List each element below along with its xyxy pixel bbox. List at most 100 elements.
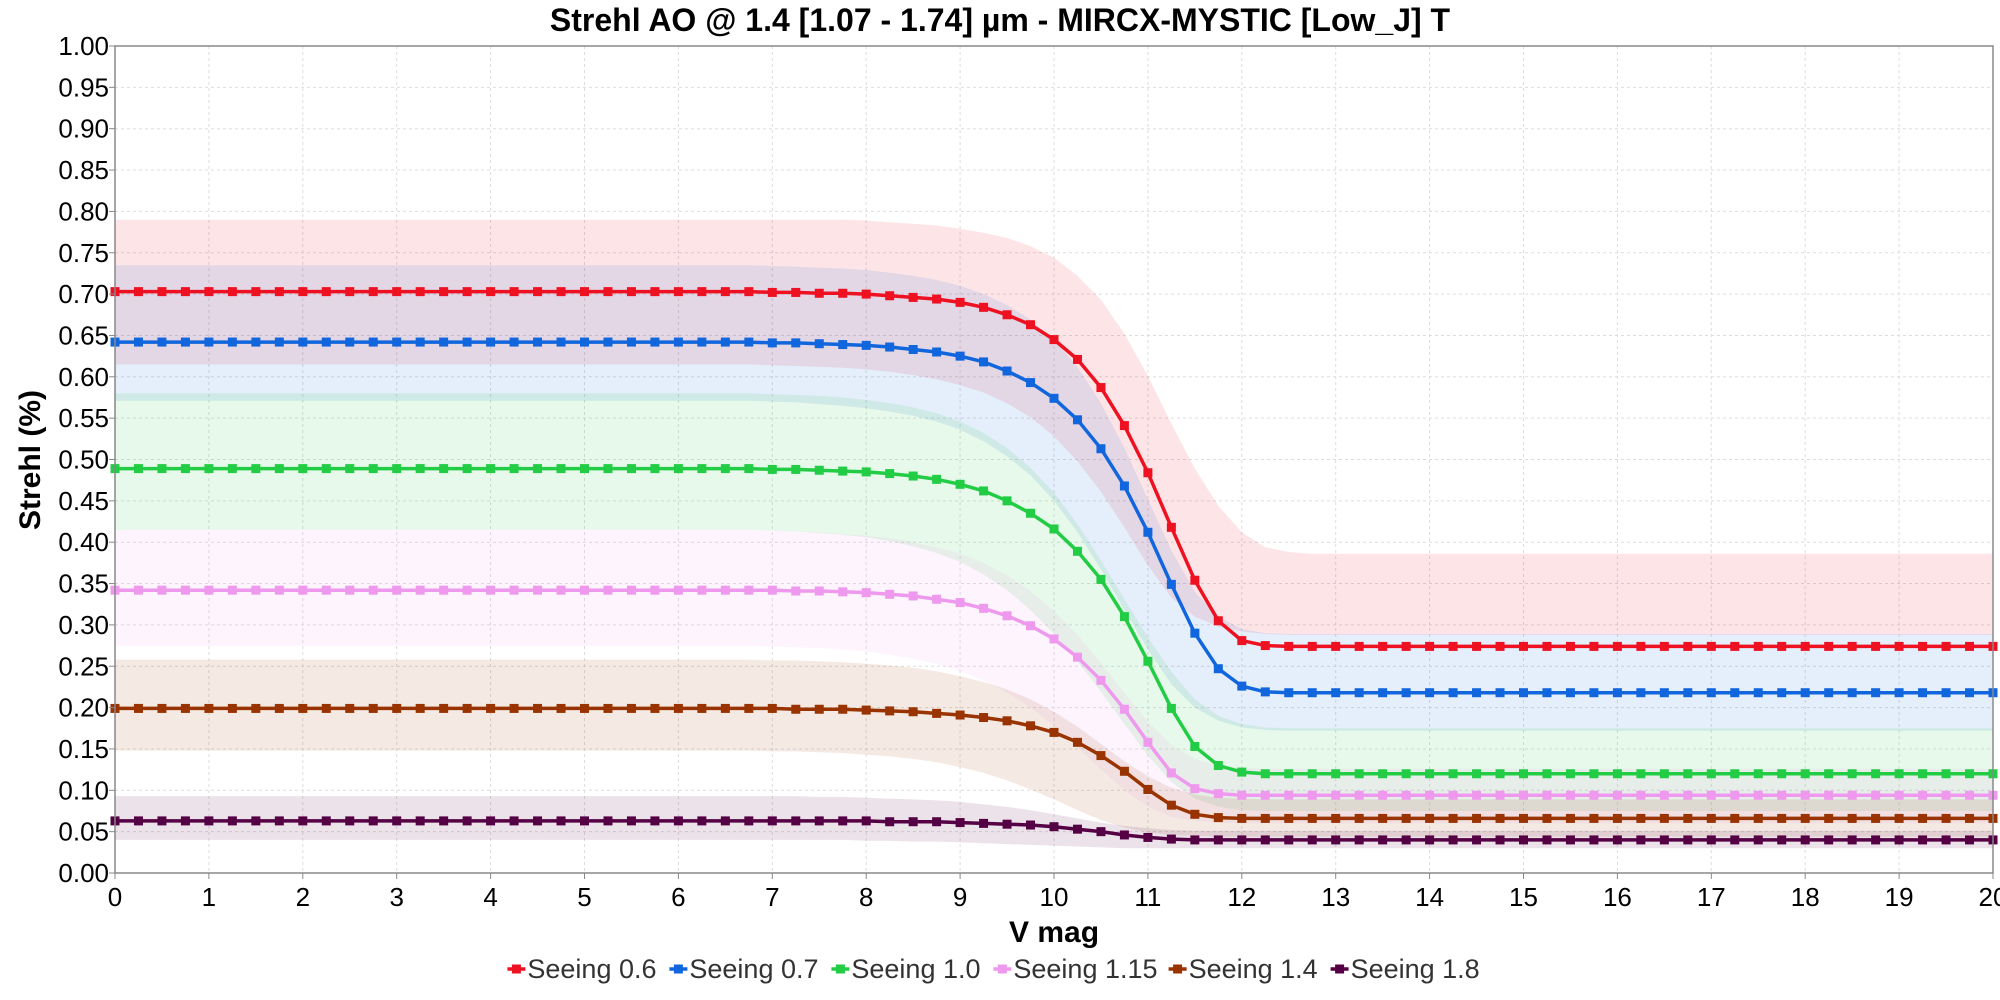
data-point [1519, 769, 1528, 779]
data-point [767, 703, 777, 713]
series-markers-group [110, 816, 1998, 845]
data-point [1284, 790, 1294, 800]
data-point [955, 479, 965, 489]
data-point [1824, 835, 1834, 845]
data-point [439, 464, 449, 474]
data-point [1800, 769, 1810, 779]
data-point [1049, 335, 1059, 345]
data-point [1072, 737, 1082, 747]
data-point [1542, 641, 1552, 651]
data-point [251, 585, 261, 595]
data-point [556, 585, 566, 595]
data-point [439, 337, 449, 347]
data-point [1096, 444, 1106, 454]
data-point [556, 816, 566, 826]
data-point [556, 287, 566, 297]
data-point [932, 708, 942, 718]
data-point [1519, 813, 1528, 823]
data-point [697, 703, 707, 713]
data-point [932, 294, 942, 304]
data-point [1941, 790, 1951, 800]
data-point [932, 474, 942, 484]
data-point [298, 816, 308, 826]
data-point [1354, 688, 1364, 698]
data-point [1213, 789, 1223, 799]
data-point [1847, 769, 1857, 779]
data-point [556, 703, 566, 713]
data-point [1425, 641, 1435, 651]
data-point [720, 816, 730, 826]
confidence-bands [115, 219, 1993, 849]
x-tick-label: 3 [389, 882, 403, 912]
y-tick-label: 0.35 [58, 569, 109, 599]
data-point [697, 337, 707, 347]
data-point [1753, 688, 1763, 698]
data-point [345, 585, 355, 595]
data-point [251, 464, 261, 474]
data-point [133, 287, 143, 297]
data-point [1824, 813, 1834, 823]
data-point [1096, 383, 1106, 393]
data-point [1190, 809, 1200, 819]
data-point [979, 486, 989, 496]
data-point [1072, 415, 1082, 425]
data-point [885, 469, 895, 479]
data-point [180, 585, 190, 595]
data-point [932, 594, 942, 604]
data-point [439, 703, 449, 713]
data-point [1026, 621, 1036, 631]
data-point [345, 337, 355, 347]
data-point [321, 464, 331, 474]
data-point [908, 345, 918, 355]
data-point [415, 287, 425, 297]
data-point [1213, 616, 1223, 626]
data-point [321, 287, 331, 297]
data-point [1002, 819, 1012, 829]
data-point [744, 464, 754, 474]
series-markers-group [110, 337, 1998, 698]
data-point [1190, 628, 1200, 638]
data-point [673, 585, 683, 595]
y-tick-label: 0.45 [58, 486, 109, 516]
data-point [1378, 688, 1388, 698]
confidence-band [115, 393, 1993, 811]
data-point [1565, 641, 1575, 651]
data-point [1002, 310, 1012, 320]
data-point [1706, 835, 1716, 845]
data-point [204, 337, 214, 347]
data-point [979, 357, 989, 367]
data-point [1965, 769, 1975, 779]
data-point [1800, 835, 1810, 845]
data-point [791, 816, 801, 826]
y-tick-label: 0.80 [58, 196, 109, 226]
data-point [321, 816, 331, 826]
data-point [673, 464, 683, 474]
data-point [1331, 835, 1341, 845]
data-point [1378, 835, 1388, 845]
data-point [1190, 741, 1200, 751]
data-point [885, 589, 895, 599]
data-point [1026, 721, 1036, 731]
data-point [767, 287, 777, 297]
data-point [580, 703, 589, 713]
data-point [274, 816, 284, 826]
data-point [1636, 790, 1646, 800]
data-point [1166, 703, 1176, 713]
data-point [1542, 790, 1552, 800]
data-point [1706, 641, 1716, 651]
data-point [1378, 769, 1388, 779]
data-point [1072, 354, 1082, 364]
data-point [1542, 769, 1552, 779]
data-point [227, 703, 237, 713]
data-point [580, 464, 589, 474]
y-tick-label: 0.05 [58, 817, 109, 847]
data-point [415, 703, 425, 713]
data-point [1495, 769, 1505, 779]
data-point [814, 586, 824, 596]
data-point [1965, 790, 1975, 800]
data-point [1589, 835, 1599, 845]
confidence-band [115, 659, 1993, 837]
data-point [509, 287, 519, 297]
data-point [1659, 813, 1669, 823]
data-point [1612, 790, 1622, 800]
